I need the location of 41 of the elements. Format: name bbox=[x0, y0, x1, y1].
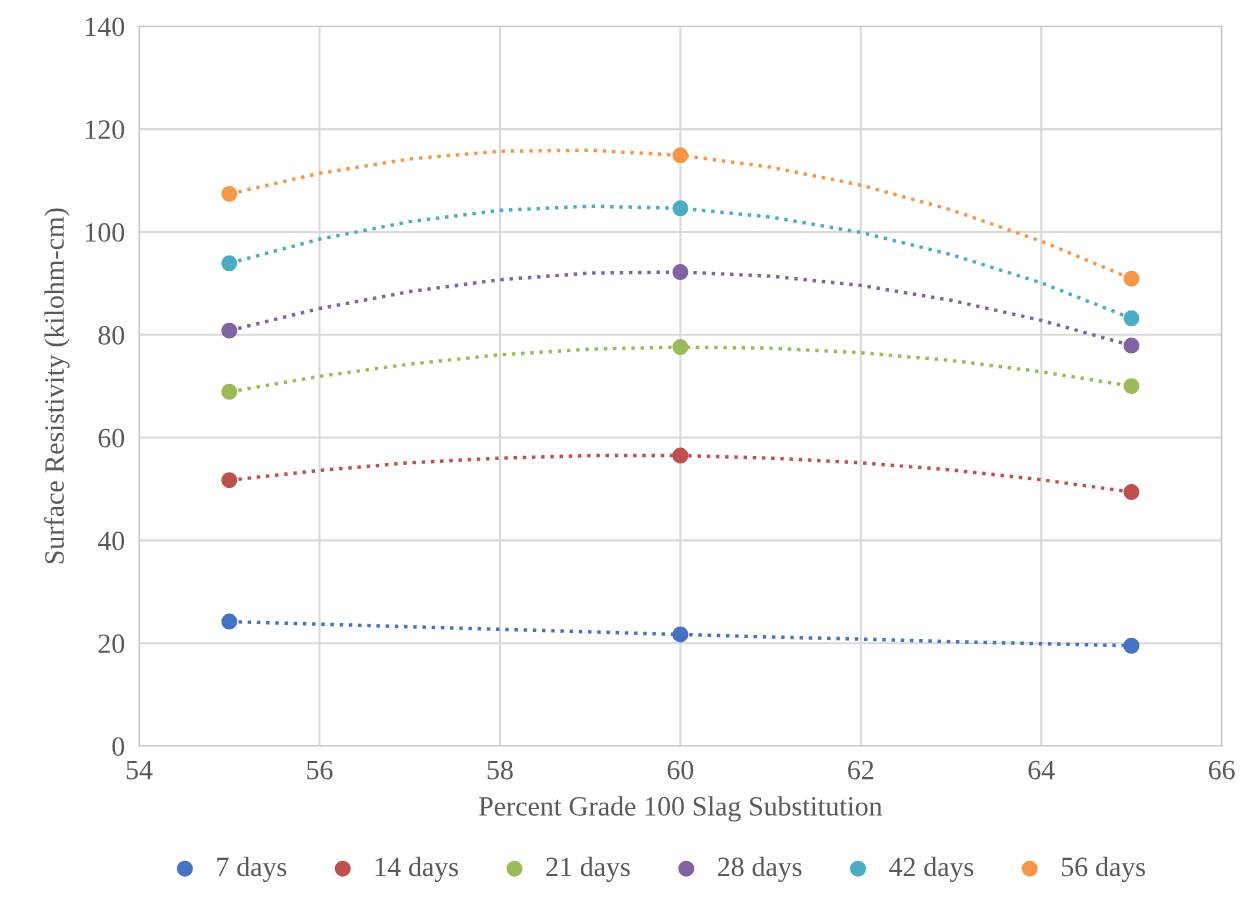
y-tick-label: 0 bbox=[112, 737, 125, 756]
point bbox=[672, 147, 689, 164]
point bbox=[672, 264, 689, 281]
y-tick-label: 140 bbox=[85, 17, 125, 37]
legend-label: 28 days bbox=[718, 856, 802, 882]
x-tick-label: 64 bbox=[1028, 760, 1055, 780]
point bbox=[1123, 378, 1140, 395]
point bbox=[1123, 310, 1140, 327]
point bbox=[221, 383, 238, 400]
legend-label: 21 days bbox=[546, 856, 630, 882]
point bbox=[672, 447, 689, 464]
point bbox=[221, 472, 238, 489]
x-tick-label: 62 bbox=[848, 760, 874, 780]
x-tick-label: 56 bbox=[307, 760, 333, 780]
y-tick-label: 120 bbox=[85, 120, 125, 140]
y-tick-label: 40 bbox=[97, 531, 125, 551]
y-tick-label: 20 bbox=[98, 634, 125, 654]
x-tick-label: 60 bbox=[667, 760, 694, 780]
legend-label: 14 days bbox=[375, 856, 458, 882]
y-tick-label: 60 bbox=[98, 428, 125, 448]
x-tick-label: 66 bbox=[1208, 760, 1235, 780]
legend-label: 7 days bbox=[217, 856, 287, 882]
point bbox=[1123, 484, 1140, 501]
y-axis-title: Surface Resistivity (kilohm-cm) bbox=[44, 208, 70, 564]
legend-label: 42 days bbox=[889, 856, 974, 882]
point bbox=[221, 185, 238, 202]
x-tick-label: 54 bbox=[126, 760, 153, 780]
point bbox=[221, 322, 238, 339]
point bbox=[221, 613, 238, 630]
point bbox=[1123, 637, 1140, 654]
point bbox=[1123, 270, 1140, 287]
x-axis-title: Percent Grade 100 Slag Substitution bbox=[479, 796, 883, 822]
point bbox=[672, 339, 689, 356]
point bbox=[672, 200, 689, 217]
point bbox=[672, 626, 689, 643]
legend-label: 56 days bbox=[1061, 856, 1145, 882]
y-tick-label: 100 bbox=[85, 223, 125, 242]
point bbox=[1123, 337, 1140, 354]
x-tick-label: 58 bbox=[487, 760, 513, 780]
y-tick-label: 80 bbox=[98, 325, 125, 345]
point bbox=[221, 255, 238, 272]
